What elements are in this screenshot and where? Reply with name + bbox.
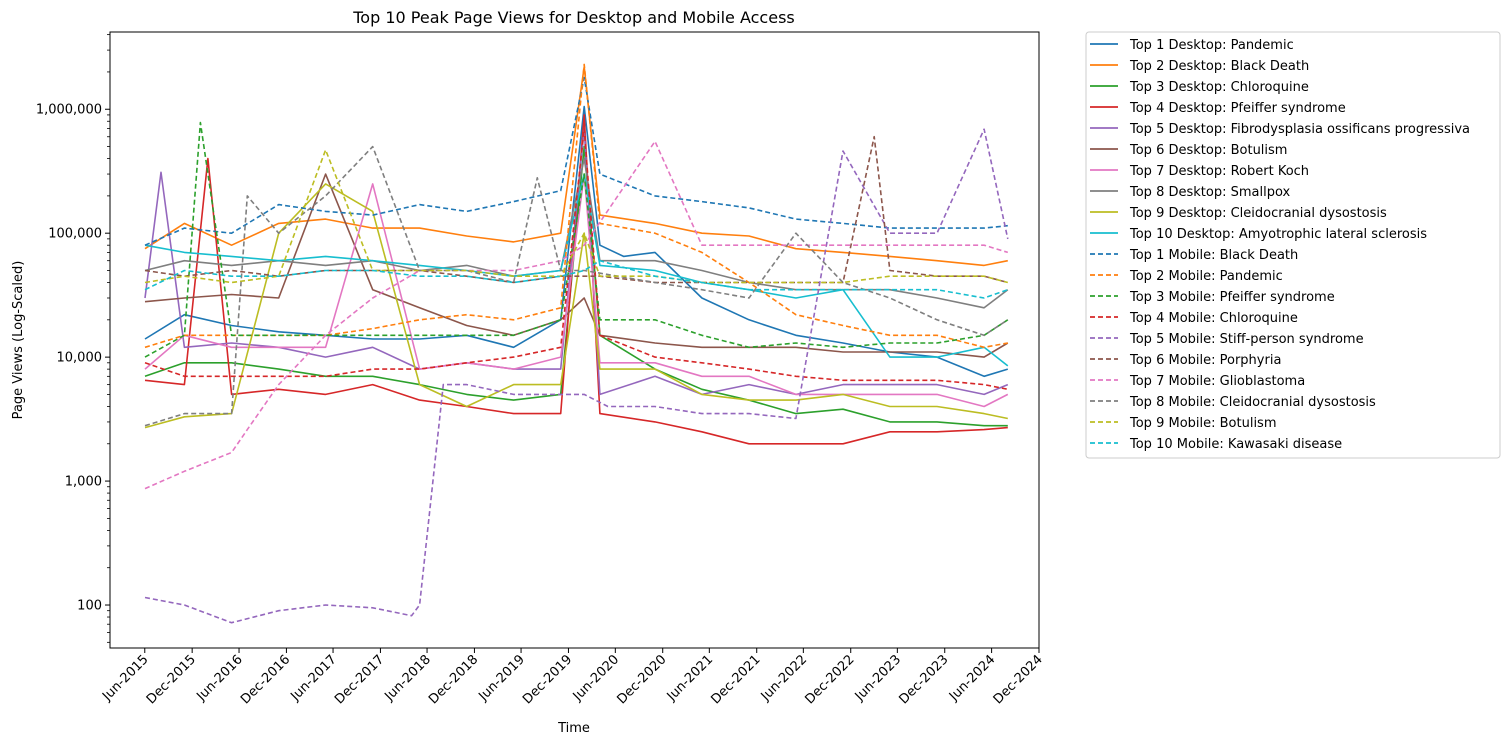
legend-label: Top 2 Mobile: Pandemic: [1129, 269, 1283, 284]
y-axis: 100 1,000 10,000 100,000 1,000,000: [36, 34, 110, 643]
legend-label: Top 4 Desktop: Pfeiffer syndrome: [1129, 101, 1346, 116]
x-tick-label: Dec-2019: [520, 652, 575, 707]
x-tick-label: Dec-2020: [614, 652, 669, 707]
legend-label: Top 1 Mobile: Black Death: [1129, 248, 1298, 263]
legend-label: Top 6 Desktop: Botulism: [1129, 143, 1287, 158]
legend-label: Top 10 Desktop: Amyotrophic lateral scle…: [1129, 227, 1427, 242]
plot-frame: [109, 31, 1040, 649]
legend-frame: [1085, 31, 1501, 459]
x-tick-label: Dec-2021: [708, 652, 763, 707]
series-line-20: [144, 259, 1009, 299]
y-axis-title: Page Views (Log-Scaled): [11, 261, 26, 420]
x-tick-label: Dec-2024: [991, 652, 1046, 707]
legend-items: Top 1 Desktop: Pandemic Top 2 Desktop: Bl…: [1090, 38, 1470, 452]
series-line-19: [144, 149, 1009, 284]
legend-label: Top 3 Desktop: Chloroquine: [1129, 80, 1309, 95]
series-line-16: [144, 135, 1009, 284]
series-line-12: [144, 63, 1008, 349]
series-line-8: [144, 157, 1009, 309]
y-tick-label: 1,000: [65, 475, 102, 490]
series-line-14: [144, 127, 1008, 391]
series-line-15: [144, 128, 1009, 624]
x-tick-label: Dec-2017: [332, 652, 387, 707]
series-layer: [144, 63, 1009, 624]
y-tick-label: 100,000: [48, 227, 102, 242]
series-line-18: [144, 145, 1009, 427]
x-tick-label: Dec-2018: [426, 652, 481, 707]
legend-label: Top 1 Desktop: Pandemic: [1129, 38, 1294, 53]
legend: Top 1 Desktop: Pandemic Top 2 Desktop: Bl…: [1085, 31, 1501, 459]
series-line-11: [144, 76, 1008, 246]
legend-label: Top 5 Mobile: Stiff-person syndrome: [1129, 332, 1364, 347]
legend-label: Top 7 Mobile: Glioblastoma: [1129, 374, 1305, 389]
legend-label: Top 8 Desktop: Smallpox: [1129, 185, 1291, 200]
x-tick-label: Dec-2016: [238, 652, 293, 707]
legend-label: Top 2 Desktop: Black Death: [1129, 59, 1309, 74]
x-tick-label: Dec-2022: [802, 652, 857, 707]
series-line-13: [144, 121, 1009, 358]
legend-label: Top 6 Mobile: Porphyria: [1129, 353, 1281, 368]
legend-label: Top 5 Desktop: Fibrodysplasia ossificans…: [1129, 122, 1470, 137]
legend-label: Top 9 Mobile: Botulism: [1129, 416, 1277, 431]
legend-label: Top 8 Mobile: Cleidocranial dysostosis: [1129, 395, 1376, 410]
legend-label: Top 7 Desktop: Robert Koch: [1129, 164, 1309, 179]
series-line-1: [144, 105, 1009, 378]
legend-label: Top 4 Mobile: Chloroquine: [1129, 311, 1298, 326]
legend-label: Top 10 Mobile: Kawasaki disease: [1129, 437, 1342, 452]
y-tick-label: 10,000: [57, 351, 103, 366]
y-tick-label: 1,000,000: [36, 103, 102, 118]
x-tick-label: Dec-2023: [896, 652, 951, 707]
chart-title: Top 10 Peak Page Views for Desktop and M…: [352, 8, 795, 27]
series-line-17: [144, 140, 1009, 490]
x-tick-label: Dec-2015: [144, 652, 199, 707]
x-axis: Jun-2015Dec-2015Jun-2016Dec-2016Jun-2017…: [99, 648, 1046, 707]
y-tick-label: 100: [77, 599, 102, 614]
series-line-3: [144, 145, 1008, 427]
series-line-6: [144, 173, 1009, 358]
x-axis-title: Time: [557, 721, 590, 736]
legend-label: Top 3 Mobile: Pfeiffer syndrome: [1129, 290, 1335, 305]
legend-label: Top 9 Desktop: Cleidocranial dysostosis: [1129, 206, 1387, 221]
